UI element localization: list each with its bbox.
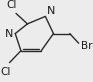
Text: N: N [5, 29, 14, 39]
Text: N: N [47, 6, 55, 16]
Text: Cl: Cl [0, 67, 11, 77]
Text: Br: Br [81, 41, 93, 51]
Text: Cl: Cl [6, 0, 16, 10]
